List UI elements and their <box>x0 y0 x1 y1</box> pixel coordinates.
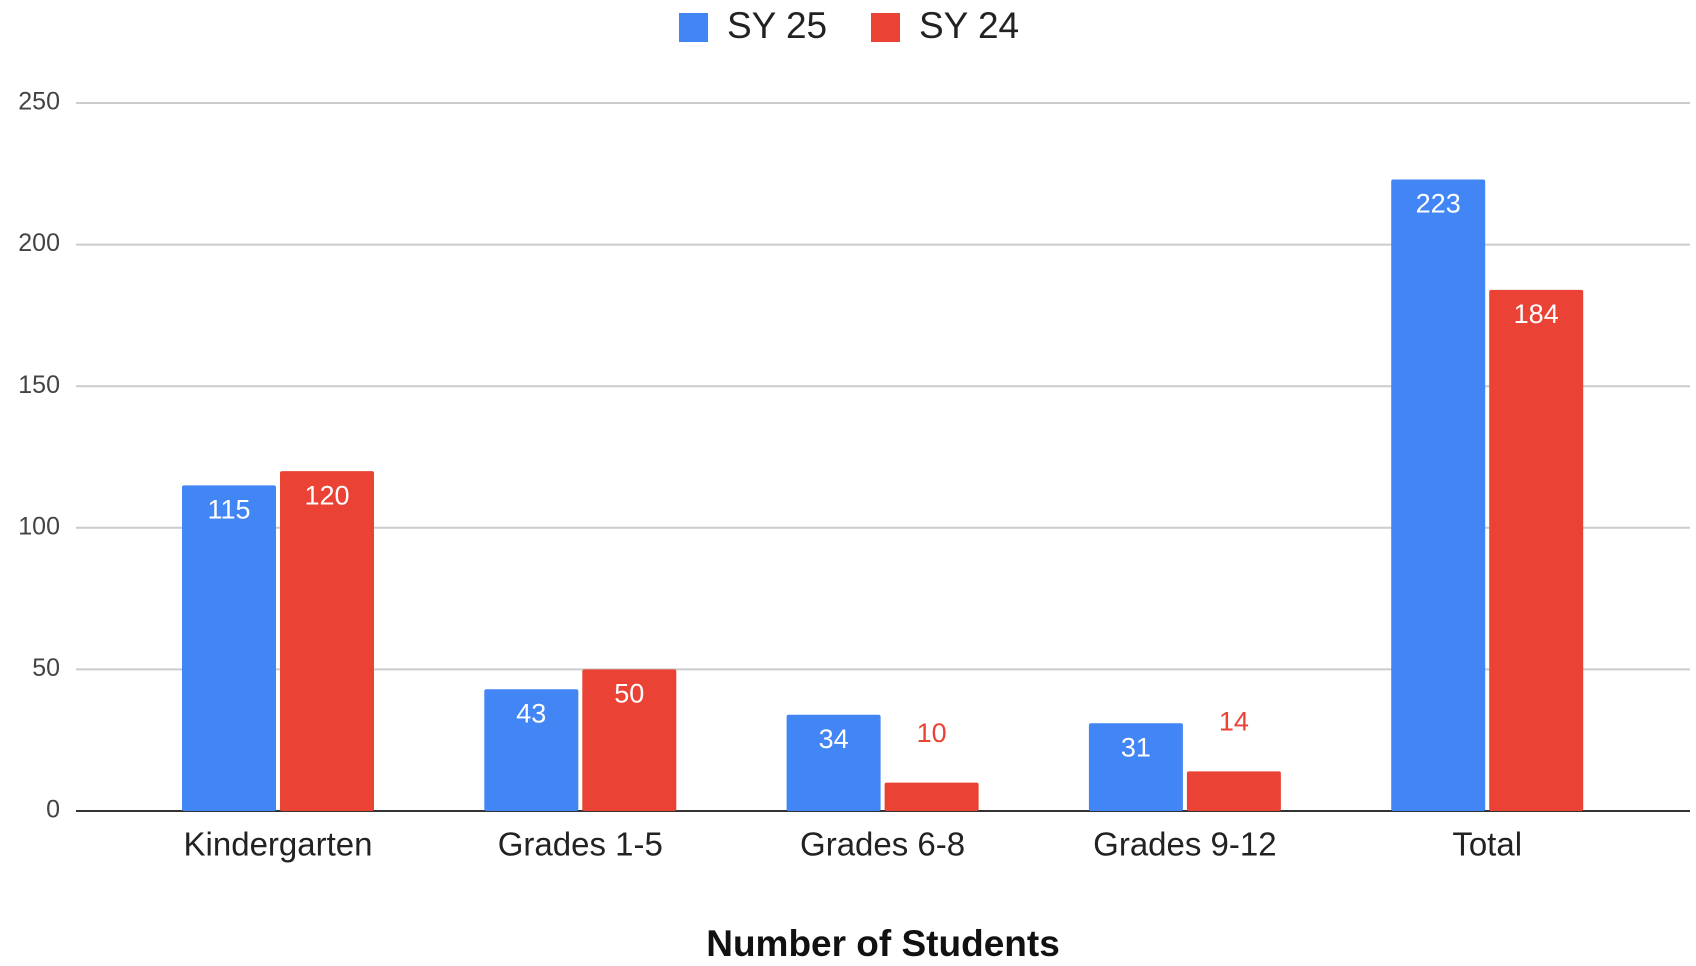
bar <box>884 782 979 811</box>
bar <box>1489 289 1584 811</box>
x-tick-label: Grades 1-5 <box>498 826 663 863</box>
data-label: 223 <box>1416 189 1461 219</box>
bar <box>786 714 881 811</box>
data-label: 120 <box>304 480 349 510</box>
y-tick-label: 200 <box>18 229 60 257</box>
bar <box>582 669 677 811</box>
data-label: 50 <box>614 679 644 709</box>
data-label: 31 <box>1121 732 1151 762</box>
bar <box>1186 771 1281 811</box>
legend-swatch <box>679 13 708 42</box>
x-tick-label: Grades 9-12 <box>1093 826 1276 863</box>
bar <box>1088 723 1183 811</box>
legend-label: SY 25 <box>727 5 827 46</box>
x-axis-title: Number of Students <box>706 923 1060 964</box>
bar <box>1391 179 1486 812</box>
y-tick-label: 150 <box>18 371 60 399</box>
x-tick-label: Grades 6-8 <box>800 826 965 863</box>
data-label: 184 <box>1514 299 1559 329</box>
data-label: 10 <box>917 718 947 748</box>
x-tick-label: Kindergarten <box>184 826 373 863</box>
data-label: 43 <box>516 698 546 728</box>
legend-label: SY 24 <box>919 5 1019 46</box>
y-tick-label: 250 <box>18 88 60 116</box>
data-label: 14 <box>1219 706 1249 736</box>
y-tick-label: 100 <box>18 512 60 540</box>
data-label: 115 <box>207 494 250 524</box>
bar <box>484 689 579 811</box>
x-tick-label: Total <box>1452 826 1522 863</box>
bar <box>182 485 276 811</box>
y-tick-label: 0 <box>46 796 60 824</box>
bar <box>280 471 374 811</box>
legend-swatch <box>871 13 900 42</box>
y-tick-label: 50 <box>32 654 60 682</box>
data-label: 34 <box>819 724 849 754</box>
